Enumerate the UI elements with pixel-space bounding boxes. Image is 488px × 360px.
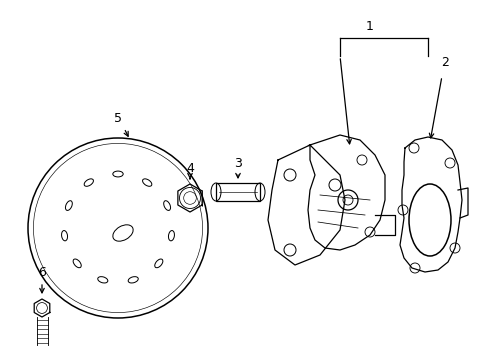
Text: 3: 3 [234,157,242,170]
Bar [216,183,260,201]
Text: 5: 5 [114,112,122,125]
Text: 1: 1 [366,19,373,32]
Text: 2: 2 [440,55,448,68]
Text: 4: 4 [185,162,194,175]
Text: 6: 6 [38,266,46,279]
